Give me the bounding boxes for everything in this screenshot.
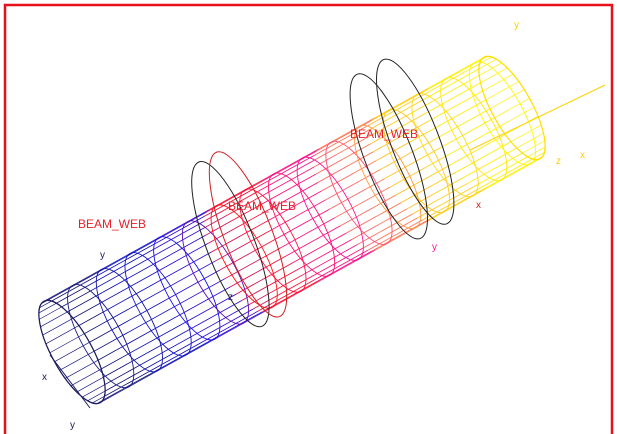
axis-label: y [70,420,75,431]
part-label: BEAM_WEB [228,199,296,213]
axis-label: x [476,200,481,211]
axis-label: y [432,242,437,253]
axis-label: y [514,20,519,31]
axis-label: z [556,156,561,167]
axis-label: x [580,150,585,161]
part-label: BEAM_WEB [350,127,418,141]
part-label: BEAM_WEB [78,217,146,231]
axis-label: x [42,372,47,383]
axis-label: z [228,292,233,303]
axis-label: y [100,250,105,261]
page: {"model_view": { "part_labels": ["BEAM_W… [0,0,617,434]
model-viewport: BEAM_WEBBEAM_WEBBEAM_WEBxyyzxyxyz [0,0,617,434]
